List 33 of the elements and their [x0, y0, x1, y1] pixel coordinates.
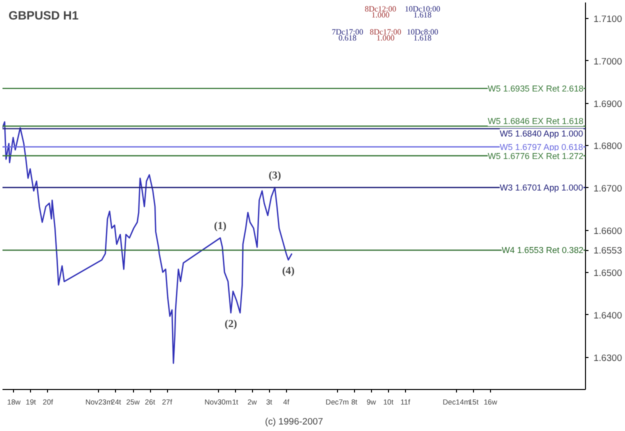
y-tick-label: 1.6500	[594, 268, 622, 278]
annotation: 8Dc17:00	[370, 28, 402, 36]
y-tick-label: 1.6300	[594, 352, 622, 363]
annotation: (2)	[224, 318, 238, 330]
ref-line-label: W5 1.6797 App 0.618	[500, 142, 584, 152]
annotation: (4)	[282, 266, 295, 277]
annotation: 1.618	[414, 34, 432, 42]
annotation: 7Dc17:00	[332, 28, 364, 36]
y-tick-label: 1.6600	[594, 226, 622, 236]
ref-line-label: W4 1.6553 Ret 0.382	[502, 245, 584, 256]
ref-line-label: W5 1.6840 App 1.000	[500, 128, 584, 139]
annotation: 0.618	[338, 34, 356, 42]
ref-line-label: W5 1.6846 EX Ret 1.618	[488, 116, 584, 126]
y-tick-label: 1.7000	[594, 56, 622, 66]
y-tick-label: 1.6900	[594, 98, 622, 109]
annotation: 1.000	[372, 10, 390, 20]
y-tick-label: 1.6800	[594, 141, 622, 152]
annotation: (3)	[268, 170, 282, 182]
annotation: (1)	[214, 220, 227, 232]
y-tick-label: 1.7100	[594, 14, 622, 24]
y-tick-label: 1.6553	[594, 246, 622, 256]
annotation: 8Dc12:00	[364, 4, 396, 14]
text: (c) 1996-2007	[264, 416, 324, 426]
ref-line-label: W3 1.6701 App 1.000	[500, 182, 584, 193]
annotation: 10Dc10:00	[404, 4, 440, 14]
y-tick-label: 1.6700	[594, 183, 622, 194]
ref-line-label: W5 1.6935 EX Ret 2.618	[488, 83, 584, 94]
y-tick-label: 1.6400	[594, 310, 622, 320]
annotation: 1.000	[376, 34, 394, 42]
annotation: 10Dc8:00	[406, 28, 438, 36]
text: GBPUSD H1	[8, 8, 79, 22]
annotation: 1.618	[414, 10, 432, 20]
ref-line-label: W5 1.6776 EX Ret 1.272	[488, 150, 584, 161]
